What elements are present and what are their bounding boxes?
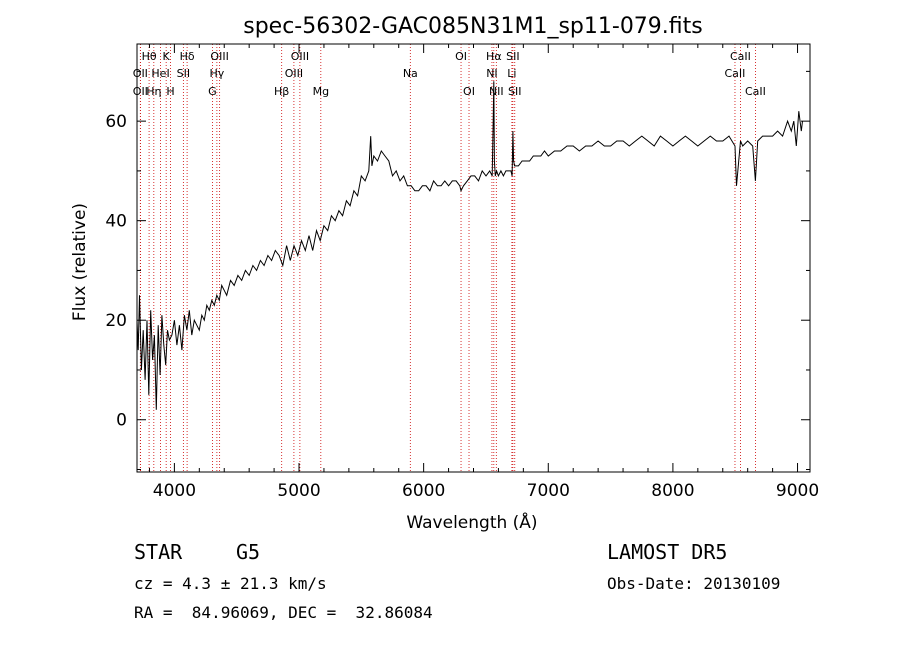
- object-class: STAR: [134, 540, 183, 564]
- spectral-line-label: OIII: [285, 67, 303, 80]
- spectral-line-label: Hβ: [274, 85, 289, 98]
- spectral-line-label: OI: [455, 50, 467, 63]
- x-tick-label: 4000: [153, 481, 196, 501]
- ra-dec-text: RA = 84.96069, DEC = 32.86084: [134, 603, 433, 622]
- x-tick-label: 5000: [277, 481, 320, 501]
- spectral-line-label: Hη: [146, 85, 161, 98]
- spectral-line-label: Na: [403, 67, 418, 80]
- x-tick-label: 7000: [527, 481, 570, 501]
- spectral-line-label: NII: [489, 85, 504, 98]
- spectral-line-label: SII: [177, 67, 190, 80]
- spectral-line-label: H: [166, 85, 174, 98]
- survey-name: LAMOST DR5: [607, 540, 728, 564]
- x-tick-label: 8000: [651, 481, 694, 501]
- y-tick-label: 60: [105, 112, 127, 132]
- spectral-line-label: OI: [463, 85, 475, 98]
- x-axis-label: Wavelength (Å): [406, 511, 537, 533]
- object-subclass: G5: [236, 540, 261, 564]
- y-axis-ticks: 0 20 40 60: [105, 70, 810, 471]
- spectral-line-label: CaII: [725, 67, 746, 80]
- redshift-text: cz = 4.3 ± 21.3 km/s: [134, 574, 327, 593]
- spectral-line-label: G: [208, 85, 217, 98]
- spectral-line-label: CaII: [730, 50, 751, 63]
- obs-date-text: Obs-Date: 20130109: [607, 574, 781, 593]
- spectral-line-label: NI: [486, 67, 497, 80]
- spectral-line-label: OIII: [291, 50, 309, 63]
- spectral-line-label: CaII: [745, 85, 766, 98]
- y-axis-label: Flux (relative): [70, 203, 90, 321]
- x-tick-label: 6000: [402, 481, 445, 501]
- y-tick-label: 40: [105, 212, 127, 232]
- spectral-line-label: Hδ: [180, 50, 195, 63]
- y-tick-label: 0: [116, 411, 127, 431]
- x-tick-label: 9000: [776, 481, 819, 501]
- spectral-line-label: SII: [506, 50, 519, 63]
- spectrum-line: [136, 81, 803, 410]
- spectral-line-label: K: [163, 50, 171, 63]
- chart-title: spec-56302-GAC085N31M1_sp11-079.fits: [243, 14, 703, 39]
- spectral-line-label: Hγ: [209, 67, 224, 80]
- spectral-line-label: Hα: [486, 50, 502, 63]
- spectral-line-label: Mg: [313, 85, 329, 98]
- spectral-line-label: HeI: [151, 67, 169, 80]
- y-tick-label: 20: [105, 311, 127, 331]
- spectral-line-label: OIII: [210, 50, 228, 63]
- spectral-line-markers: [139, 44, 756, 472]
- spectral-line-label: OII: [133, 67, 148, 80]
- plot-frame: [136, 43, 811, 473]
- spectral-line-label: Li: [507, 67, 516, 80]
- spectral-line-label: SII: [508, 85, 521, 98]
- x-axis-ticks: 4000 5000 6000 7000 8000 9000: [148, 44, 819, 501]
- spectral-line-label: Hθ: [142, 50, 157, 63]
